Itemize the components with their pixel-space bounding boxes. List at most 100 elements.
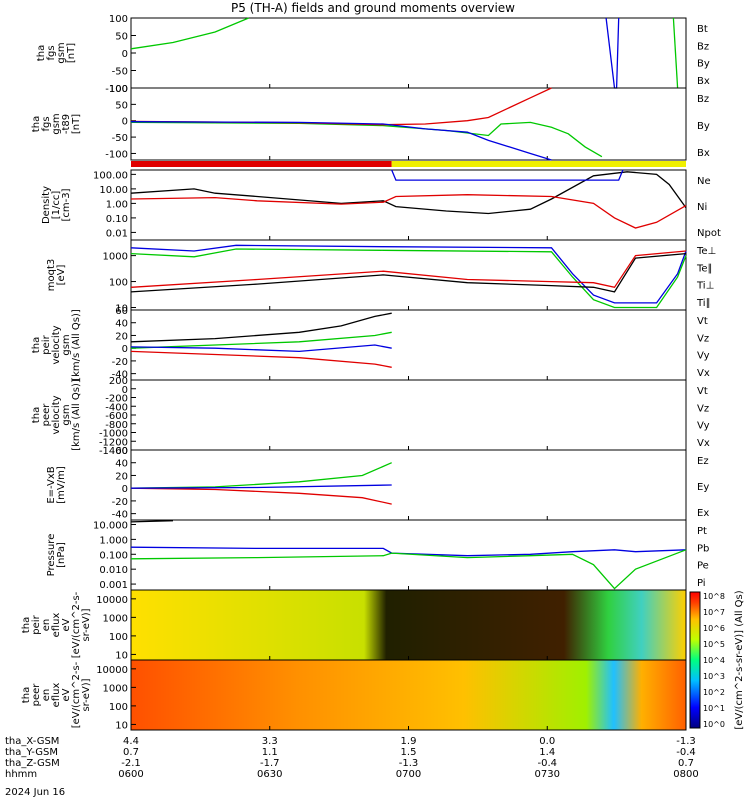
legend-label: Vx xyxy=(697,438,710,449)
panel-pressure: 10.000 1.000 0.100 0.010 0.001 Pressure[nPa] P… xyxy=(46,519,709,591)
y-tick-label: 10000 xyxy=(96,595,128,606)
colorbar-label: [eV/(cm^2-s-sr-eV)] (All Qs) xyxy=(734,590,745,729)
series-line-0 xyxy=(130,462,392,489)
orbit-value: 0700 xyxy=(396,769,421,780)
y-tick-label: 10000 xyxy=(96,665,128,676)
legend-label: Pb xyxy=(697,543,709,554)
series-line-2 xyxy=(130,350,392,368)
orbit-value: 0600 xyxy=(118,769,143,780)
y-tick-label: 0.100 xyxy=(99,550,128,561)
series-line-3 xyxy=(130,344,392,353)
y-tick-label: 100.00 xyxy=(93,170,128,181)
date-label: 2024 Jun 16 xyxy=(5,787,65,798)
orbit-value: 0.0 xyxy=(539,736,555,747)
series-line-2 xyxy=(130,484,392,489)
y-tick-label: 1000 xyxy=(103,613,128,624)
legend-label: Vy xyxy=(697,421,710,432)
orbit-row-label: tha_Z-GSM xyxy=(5,758,60,769)
y-axis-label: thapeervelocitygsm[km/s (All Qs)] xyxy=(31,379,82,451)
orbit-value: 1.4 xyxy=(539,747,555,758)
series-line-2 xyxy=(130,250,687,289)
panel-fgs_gsm_t89: 100 50 0 -50 -100 thafgsgsm-t89[nT] Bz By Bx xyxy=(31,84,710,161)
legend-label: Ez xyxy=(697,456,709,467)
series-line-1 xyxy=(605,17,620,89)
legend-label: Te⊥ xyxy=(696,246,716,257)
series-line-2 xyxy=(672,17,679,89)
y-tick-label: -50 xyxy=(112,133,128,144)
colorbar-tick-label: 10^0 xyxy=(703,720,725,729)
series-line-0 xyxy=(130,17,249,50)
legend-label: Ne xyxy=(697,176,711,187)
colorbar: 10^8 10^7 10^6 10^5 10^4 10^3 10^2 10^1 10^0 [eV/… xyxy=(689,590,745,730)
orbit-row-label: tha_Y-GSM xyxy=(5,747,58,758)
y-axis-label: moqt3[eV] xyxy=(46,259,67,292)
y-tick-label: -100 xyxy=(105,149,128,160)
legend-label: Vz xyxy=(697,333,709,344)
y-axis-label: thapeirenefluxeV[eV/(cm^2-s-sr-eV)] xyxy=(21,591,92,658)
panel-frame xyxy=(130,379,687,451)
panels-group: 100500-50-100thafgsgsm[nT]BtBzByBx100500… xyxy=(21,14,721,731)
y-tick-label: 40 xyxy=(115,319,128,330)
y-tick-label: 100 xyxy=(109,14,128,25)
y-tick-label: 40 xyxy=(115,459,128,470)
panel-frame xyxy=(130,17,687,89)
orbit-value: 1.9 xyxy=(401,736,417,747)
orbit-table: tha_X-GSM 4.4 3.3 1.9 0.0 -1.3 tha_Y-GSM 0.7 1.1… xyxy=(5,736,699,780)
panel-fgs_gsm: 100 50 0 -50 -100 thafgsgsm[nT] Bt Bz By Bx xyxy=(36,14,710,95)
y-axis-label: thapeirvelocitygsm[km/s (All Qs)] xyxy=(31,309,82,381)
legend-label: Bx xyxy=(697,148,710,159)
legend-label: Bz xyxy=(697,41,709,52)
y-tick-label: -50 xyxy=(112,67,128,78)
y-tick-label: 1000 xyxy=(103,683,128,694)
y-tick-label: 100 xyxy=(109,84,128,95)
series-line-3 xyxy=(130,252,687,293)
orbit-value: -1.7 xyxy=(260,758,280,769)
y-tick-label: 100 xyxy=(109,278,128,289)
series-line-1 xyxy=(130,248,687,309)
legend-label: By xyxy=(697,121,710,132)
legend-label: Bx xyxy=(697,76,710,87)
y-tick-label: -200 xyxy=(105,394,128,405)
y-tick-label: 100 xyxy=(109,702,128,713)
panel-frame xyxy=(130,519,687,591)
y-tick-label: -600 xyxy=(105,411,128,422)
series-line-2 xyxy=(391,169,624,181)
heatmap-field xyxy=(131,660,686,730)
heatmap-field xyxy=(131,590,686,660)
legend-label: Bt xyxy=(697,24,708,35)
y-tick-label: 0.001 xyxy=(99,580,128,591)
legend-label: Ex xyxy=(697,508,709,519)
y-tick-label: -400 xyxy=(105,402,128,413)
panel-density: 100.00 10.00 1.00 0.10 0.01 Density[1/cc][cm-… xyxy=(41,169,721,241)
panel-temperature: 1000 100 10 moqt3[eV] Te⊥ Te∥ Ti⊥ Ti∥ xyxy=(46,239,716,314)
colorbar-tick-label: 10^6 xyxy=(703,624,725,633)
legend-label: Te∥ xyxy=(696,263,713,274)
orbit-value: 0800 xyxy=(673,769,698,780)
y-tick-label: 1.00 xyxy=(106,199,128,210)
y-tick-label: 0 xyxy=(122,49,128,60)
legend-label: Pe xyxy=(697,561,709,572)
legend-label: Ey xyxy=(697,482,709,493)
y-tick-label: 0 xyxy=(122,385,128,396)
legend-label: Pi xyxy=(697,578,706,589)
series-line-0 xyxy=(130,546,687,557)
y-tick-label: 1.000 xyxy=(99,535,128,546)
orbit-value: 1.5 xyxy=(401,747,417,758)
y-tick-label: -1400 xyxy=(99,446,128,457)
series-line-1 xyxy=(130,487,392,505)
panel-frame xyxy=(130,449,687,521)
colorbar-tick-label: 10^7 xyxy=(703,608,725,617)
colorbar-gradient xyxy=(689,591,701,729)
y-tick-label: 10.00 xyxy=(99,185,128,196)
y-tick-label: 20 xyxy=(115,471,128,482)
panel-peer_en: 10000 1000 100 10 thapeerenefluxeV[eV/(cm^2-… xyxy=(21,659,687,731)
legend-label: By xyxy=(697,59,710,70)
orbit-value: 4.4 xyxy=(123,736,139,747)
orbit-value: -1.3 xyxy=(399,758,419,769)
series-line-0 xyxy=(130,244,687,304)
legend-label: Npot xyxy=(697,228,721,239)
legend-label: Vz xyxy=(697,403,709,414)
colorbar-tick-label: 10^4 xyxy=(703,656,725,665)
y-axis-label: thapeerenefluxeV[eV/(cm^2-s-sr-eV)] xyxy=(21,661,92,728)
